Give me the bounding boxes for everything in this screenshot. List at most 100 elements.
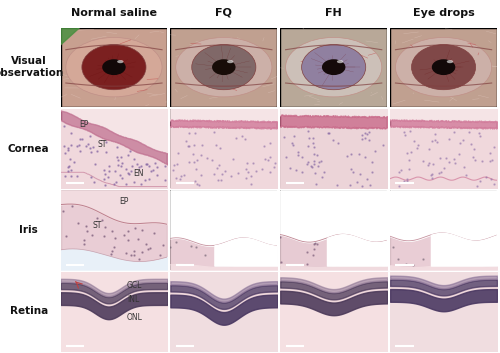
Point <box>486 151 494 156</box>
Point <box>112 169 120 174</box>
Point <box>403 150 411 155</box>
Point <box>270 160 278 166</box>
FancyBboxPatch shape <box>280 28 387 107</box>
Point <box>266 140 274 145</box>
FancyBboxPatch shape <box>390 190 497 270</box>
Point <box>136 181 144 187</box>
Point <box>402 261 409 267</box>
Point <box>142 161 150 167</box>
Point <box>488 157 496 163</box>
Point <box>122 166 130 172</box>
Point <box>138 163 145 168</box>
Point <box>108 251 116 257</box>
Point <box>305 135 313 140</box>
Point <box>92 148 100 154</box>
FancyBboxPatch shape <box>60 272 168 351</box>
Point <box>459 137 467 143</box>
Point <box>182 138 190 144</box>
Point <box>276 234 284 240</box>
Point <box>445 159 453 164</box>
Point <box>197 152 205 158</box>
Point <box>344 153 351 159</box>
Point <box>470 157 478 163</box>
Point <box>452 160 460 166</box>
Point <box>70 159 78 164</box>
Point <box>246 173 254 179</box>
Point <box>328 137 336 143</box>
Point <box>214 177 222 183</box>
Point <box>424 146 432 151</box>
Point <box>218 171 226 176</box>
Point <box>308 164 316 170</box>
Point <box>366 183 374 188</box>
Point <box>347 166 355 172</box>
Point <box>298 169 306 174</box>
Ellipse shape <box>432 59 456 75</box>
Point <box>78 136 86 142</box>
Point <box>172 239 180 244</box>
Point <box>124 228 132 234</box>
Point <box>404 167 412 172</box>
Point <box>89 144 97 150</box>
Point <box>102 139 110 145</box>
Point <box>90 179 98 185</box>
Point <box>303 250 311 255</box>
Point <box>418 256 426 262</box>
Text: Retina: Retina <box>10 306 48 316</box>
Point <box>212 142 220 148</box>
Point <box>128 163 136 169</box>
Ellipse shape <box>66 37 162 97</box>
Point <box>130 157 138 162</box>
Point <box>304 128 312 134</box>
Point <box>130 252 138 258</box>
Point <box>432 139 440 145</box>
Point <box>118 160 126 166</box>
Point <box>242 166 250 172</box>
Point <box>468 141 475 147</box>
Point <box>210 130 218 135</box>
Point <box>61 173 69 179</box>
Point <box>68 204 76 209</box>
Point <box>174 151 182 156</box>
Point <box>101 182 109 187</box>
Point <box>150 230 158 235</box>
Point <box>76 136 84 142</box>
Point <box>347 151 355 156</box>
Point <box>454 151 462 157</box>
Point <box>170 162 178 168</box>
Point <box>166 244 174 250</box>
Point <box>113 144 121 149</box>
Point <box>405 157 413 162</box>
Ellipse shape <box>212 59 236 75</box>
Point <box>298 155 306 160</box>
Point <box>118 175 126 181</box>
Point <box>124 238 132 243</box>
Point <box>309 140 317 146</box>
Point <box>161 163 169 169</box>
Point <box>74 220 82 226</box>
Text: INL: INL <box>127 295 139 304</box>
Ellipse shape <box>337 60 344 63</box>
Point <box>73 143 81 149</box>
Point <box>122 182 130 187</box>
Point <box>466 129 473 135</box>
Point <box>420 158 428 164</box>
Point <box>308 135 316 141</box>
Point <box>68 143 76 148</box>
Text: FH: FH <box>326 8 342 18</box>
Point <box>100 176 108 181</box>
Point <box>138 227 146 233</box>
Point <box>116 172 124 178</box>
Point <box>430 131 438 137</box>
Point <box>333 182 341 188</box>
Point <box>364 129 372 135</box>
Point <box>313 152 321 158</box>
Point <box>100 233 108 238</box>
Point <box>246 181 254 187</box>
Point <box>218 177 226 183</box>
Point <box>478 158 486 164</box>
Point <box>312 181 320 187</box>
Point <box>238 133 246 139</box>
Point <box>430 161 438 167</box>
Point <box>264 157 272 163</box>
